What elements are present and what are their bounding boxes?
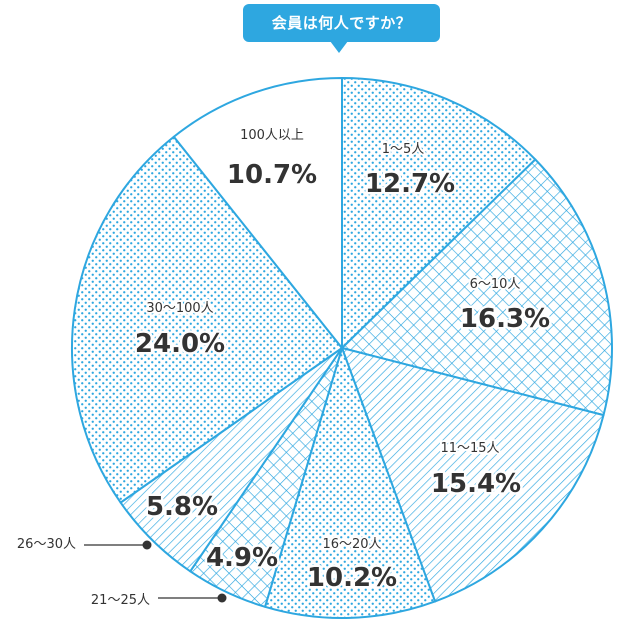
slice-value-label: 4.9% [206,543,278,573]
slice-category-label: 16〜20人 [322,537,381,552]
pie-slice [264,347,437,619]
pie-slice [172,77,343,349]
slice-category-label: 1〜5人 [382,142,425,157]
question-callout: 会員は何人ですか？ [243,4,440,53]
callout-tail [330,41,348,53]
slice-value-label: 15.4% [431,469,521,499]
slice-category-label: 21〜25人 [91,593,150,608]
leader-dot [217,593,227,603]
callout-box [243,4,440,42]
pie-slice [341,158,613,417]
slice-category-label: 100人以上 [240,128,304,143]
slice-value-label: 10.2% [307,563,397,593]
pie-slice [341,77,537,349]
pie-slice [71,135,343,504]
pie-slice [341,347,605,603]
slice-value-label: 10.7% [227,160,317,190]
leader-dot [142,540,152,550]
slice-value-label: 16.3% [460,304,550,334]
slice-value-label: 5.8% [146,492,218,522]
question-text: 会員は何人ですか？ [271,14,412,32]
slice-category-label: 6〜10人 [470,277,521,292]
slice-category-label: 30〜100人 [146,301,213,316]
slice-category-label: 11〜15人 [440,441,499,456]
slice-category-label: 26〜30人 [17,537,76,552]
slice-value-label: 24.0% [135,329,225,359]
slice-value-label: 12.7% [365,169,455,199]
